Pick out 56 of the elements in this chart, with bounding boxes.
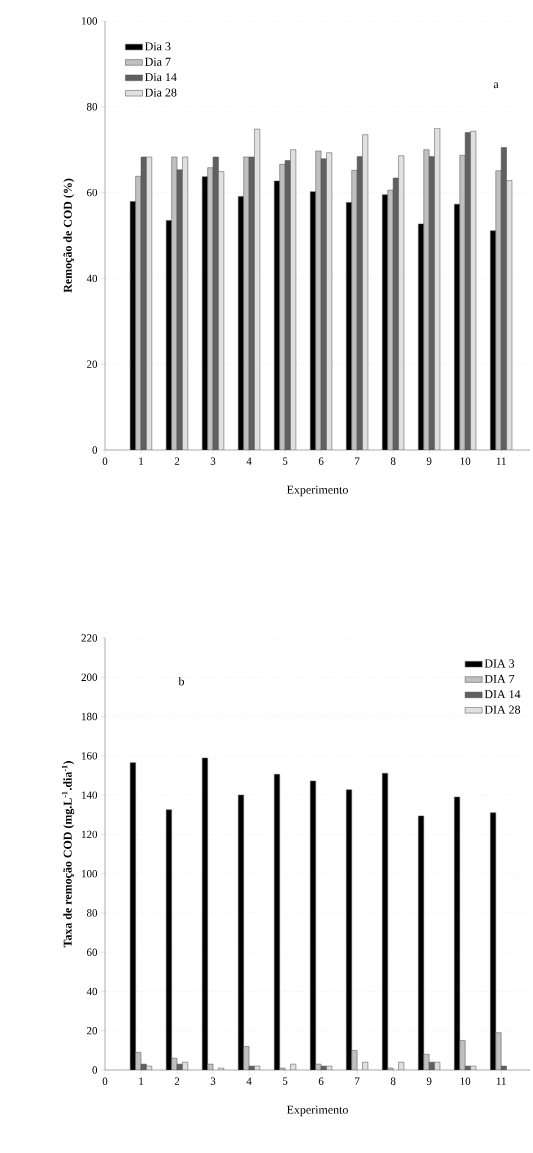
legend-label: DIA 7	[484, 674, 515, 683]
y-tick-label: 20	[87, 360, 98, 368]
x-tick-label: 8	[390, 457, 396, 465]
y-tick-label: 220	[81, 634, 98, 642]
x-tick-label: 5	[282, 1077, 288, 1085]
x-tick-label: 1	[139, 1077, 144, 1085]
y-tick-label: 200	[81, 673, 98, 681]
x-tick-label: 5	[282, 457, 288, 465]
x-tick-label: 11	[496, 457, 506, 465]
y-tick-label: 40	[86, 274, 98, 283]
x-tick-label: 8	[390, 1077, 396, 1085]
x-tick-label: 0	[102, 1077, 108, 1085]
x-tick-label: 4	[246, 457, 252, 465]
y-tick-label: 40	[86, 987, 98, 996]
y-tick-label: 20	[87, 1027, 98, 1035]
y-tick-label: 60	[87, 188, 98, 197]
x-tick-label: 0	[102, 457, 108, 465]
y-tick-label: 100	[82, 17, 98, 25]
x-tick-label: 10	[460, 1077, 471, 1085]
legend-label: Dia 7	[145, 57, 171, 66]
x-tick-label: 2	[174, 1077, 180, 1085]
x-tick-label: 4	[246, 1077, 252, 1085]
x-tick-label: 7	[355, 457, 360, 465]
y-tick-label: 80	[86, 103, 98, 111]
x-tick-label: 7	[355, 1077, 360, 1085]
y-axis-title: Taxa de remoção COD (mg.L$^{-1}$.dia$^{-1}$)	[61, 761, 75, 948]
x-axis-title: Experimento	[286, 1105, 348, 1117]
y-axis-title: Remoção de COD (%)	[63, 178, 75, 293]
x-axis-title: Experimento	[286, 485, 348, 497]
annotation: a	[493, 82, 499, 89]
legend-label: DIA 14	[484, 690, 521, 699]
x-tick-label: 9	[426, 1077, 432, 1085]
x-tick-label: 9	[426, 457, 432, 465]
x-tick-label: 1	[139, 457, 144, 465]
x-tick-label: 11	[496, 1077, 506, 1085]
y-tick-label: 0	[92, 446, 98, 454]
legend-label: Dia 14	[145, 73, 177, 82]
y-tick-label: 120	[82, 830, 98, 839]
x-tick-label: 6	[318, 1077, 324, 1085]
x-tick-label: 10	[460, 457, 471, 465]
x-tick-label: 3	[210, 457, 216, 465]
y-tick-label: 180	[82, 712, 98, 721]
x-tick-label: 6	[318, 457, 324, 465]
y-tick-label: 100	[82, 869, 98, 878]
annotation: b	[178, 677, 185, 686]
x-tick-label: 2	[174, 457, 180, 465]
y-tick-label: 80	[86, 909, 98, 917]
legend-label: Dia 28	[145, 88, 177, 97]
x-tick-label: 3	[210, 1077, 216, 1085]
legend-label: DIA 3	[484, 659, 515, 668]
y-tick-label: 60	[87, 948, 98, 956]
y-tick-label: 160	[82, 752, 98, 760]
y-tick-label: 140	[82, 791, 98, 799]
legend-label: Dia 3	[145, 42, 171, 51]
legend-label: DIA 28	[484, 705, 521, 714]
y-tick-label: 0	[92, 1066, 98, 1074]
